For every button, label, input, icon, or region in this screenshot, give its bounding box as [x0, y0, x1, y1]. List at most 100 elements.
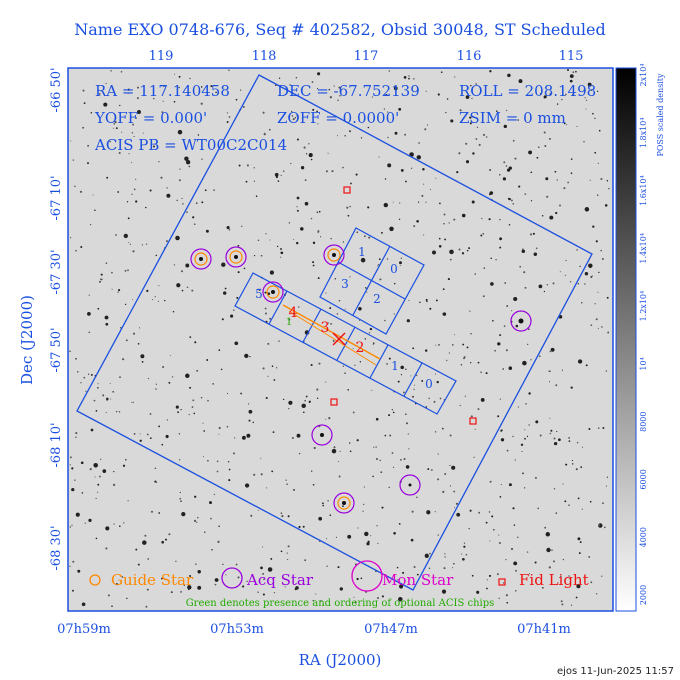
background-star: [223, 291, 227, 295]
background-star: [404, 180, 407, 183]
background-star: [365, 287, 367, 289]
background-star: [507, 73, 511, 78]
guide-offset-line: [282, 304, 381, 360]
background-star: [237, 244, 240, 247]
background-star: [385, 94, 388, 97]
background-star: [583, 140, 585, 143]
background-star: [394, 131, 398, 135]
background-star: [115, 234, 117, 236]
background-star: [564, 274, 566, 276]
background-star: [255, 195, 258, 197]
background-star: [258, 288, 261, 291]
background-star: [499, 218, 501, 221]
guide-star-legend-label: Guide Star: [111, 571, 194, 589]
background-star: [237, 576, 240, 579]
background-star: [312, 108, 315, 111]
background-star: [252, 421, 254, 424]
background-star: [144, 534, 147, 537]
background-star: [158, 161, 160, 163]
background-star: [72, 589, 74, 592]
background-star: [344, 134, 347, 137]
background-star: [347, 214, 350, 217]
background-star: [561, 603, 564, 606]
background-star: [193, 519, 197, 522]
background-star: [95, 410, 98, 412]
background-star: [474, 273, 476, 275]
background-star: [220, 368, 223, 371]
acis-i-divider: [337, 261, 406, 300]
background-star: [470, 415, 473, 418]
background-star: [316, 388, 319, 391]
background-star: [346, 206, 349, 209]
bottom-tick-label: 07h47m: [364, 622, 418, 637]
background-star: [439, 397, 442, 400]
background-star: [342, 365, 345, 367]
background-star: [85, 390, 87, 393]
background-star: [568, 437, 570, 439]
background-star: [563, 187, 566, 190]
background-star: [240, 225, 243, 228]
background-star: [506, 168, 511, 172]
background-star: [156, 481, 158, 483]
background-star: [118, 151, 121, 155]
background-star: [601, 258, 604, 260]
chip-label: 3: [341, 277, 349, 291]
background-star: [118, 411, 121, 413]
background-star: [161, 443, 164, 446]
background-star: [471, 97, 473, 100]
background-star: [192, 399, 195, 402]
background-star: [327, 152, 329, 154]
background-star: [270, 557, 273, 560]
background-star: [327, 499, 329, 502]
background-star: [594, 117, 596, 120]
background-star: [600, 177, 603, 181]
background-star: [92, 194, 94, 196]
background-star: [137, 110, 141, 114]
background-star: [110, 70, 112, 72]
background-star: [492, 528, 495, 531]
background-star: [317, 72, 321, 76]
background-star: [498, 597, 500, 600]
background-star: [435, 373, 437, 375]
background-star: [489, 480, 492, 483]
background-star: [594, 151, 597, 154]
background-star: [388, 357, 391, 360]
background-star: [90, 428, 94, 432]
background-star: [127, 500, 129, 502]
background-star: [96, 491, 99, 493]
background-star: [384, 434, 387, 437]
background-star: [216, 470, 219, 473]
yoff-value: YOFF = 0.000': [94, 109, 207, 127]
acq-star-marker: [311, 424, 333, 446]
background-star: [228, 116, 231, 118]
background-star: [378, 156, 380, 158]
background-star: [154, 480, 157, 483]
background-star: [292, 488, 296, 491]
chip-label: 2: [356, 340, 365, 356]
background-star: [322, 504, 325, 507]
background-star: [246, 580, 248, 583]
background-star: [546, 547, 551, 553]
background-star: [168, 533, 171, 536]
background-star: [207, 399, 209, 402]
background-star: [115, 583, 118, 586]
background-star: [293, 239, 295, 240]
background-star: [476, 590, 480, 594]
background-star: [538, 355, 541, 358]
background-star: [182, 203, 184, 205]
background-star: [399, 584, 404, 589]
background-star: [83, 376, 86, 379]
background-star: [337, 99, 339, 101]
background-star: [173, 73, 176, 75]
background-star: [569, 79, 573, 83]
background-star: [316, 110, 318, 113]
background-star: [434, 511, 436, 513]
colorbar-label: POSS scaled density: [656, 73, 665, 157]
background-star: [378, 264, 380, 266]
chip-label: 1: [391, 359, 399, 373]
background-star: [121, 576, 124, 578]
background-star: [511, 310, 513, 312]
background-star: [145, 605, 148, 608]
background-star: [131, 131, 134, 134]
background-star: [305, 395, 308, 398]
